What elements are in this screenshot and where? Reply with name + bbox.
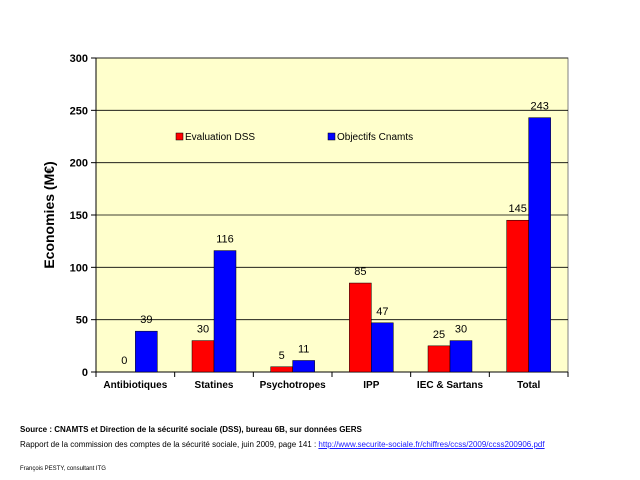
data-label: 0 — [121, 355, 127, 367]
source-note: Source : CNAMTS et Direction de la sécur… — [20, 425, 362, 434]
legend-swatch — [327, 132, 336, 141]
bar-evaluation-dss — [427, 345, 451, 373]
legend-label: Objectifs Cnamts — [337, 132, 413, 143]
data-label: 25 — [433, 329, 445, 341]
bar-evaluation-dss — [506, 219, 529, 373]
bar-objectifs-cnamts — [292, 360, 315, 373]
report-note: Rapport de la commission des comptes de … — [20, 440, 545, 449]
x-tick-label: Antibiotiques — [103, 380, 167, 391]
legend-label: Evaluation DSS — [185, 132, 255, 143]
x-tick-label: IEC & Sartans — [417, 380, 484, 391]
x-tick-label: IPP — [363, 380, 379, 391]
y-tick-label: 100 — [70, 262, 88, 274]
x-tick-label: Total — [517, 380, 540, 391]
bar-evaluation-dss — [270, 366, 293, 373]
bar-objectifs-cnamts — [449, 340, 473, 373]
data-label: 39 — [140, 314, 152, 326]
bar-evaluation-dss — [349, 282, 372, 373]
y-axis-label: Economies (M€) — [41, 161, 57, 268]
report-text: Rapport de la commission des comptes de … — [20, 440, 319, 449]
data-label: 30 — [455, 324, 467, 336]
data-label: 47 — [376, 306, 388, 318]
report-link[interactable]: http://www.securite-sociale.fr/chiffres/… — [318, 440, 545, 449]
x-tick-label: Psychotropes — [260, 380, 327, 391]
bar-objectifs-cnamts — [528, 117, 551, 373]
bar-objectifs-cnamts — [371, 322, 394, 373]
bar-objectifs-cnamts — [135, 330, 158, 373]
y-tick-label: 250 — [70, 105, 88, 117]
data-label: 243 — [530, 101, 548, 113]
data-label: 11 — [298, 343, 309, 355]
legend-swatch — [175, 132, 184, 141]
y-tick-label: 0 — [82, 367, 88, 379]
data-label: 116 — [216, 234, 234, 246]
bar-objectifs-cnamts — [213, 250, 237, 373]
author-credit: François PESTY, consultant ITG — [20, 466, 106, 472]
data-label: 145 — [508, 203, 526, 215]
data-label: 30 — [197, 324, 209, 336]
y-tick-label: 50 — [76, 315, 88, 327]
x-tick-label: Statines — [195, 380, 234, 391]
data-label: 5 — [279, 350, 285, 362]
y-tick-label: 200 — [70, 158, 88, 170]
bar-chart: 0 50 100 150 200 250 300 Antibiotiques 0 39 Statin… — [41, 53, 569, 391]
y-tick-label: 300 — [70, 53, 88, 65]
bar-evaluation-dss — [191, 340, 215, 373]
data-label: 85 — [354, 266, 366, 278]
y-tick-label: 150 — [70, 210, 88, 222]
